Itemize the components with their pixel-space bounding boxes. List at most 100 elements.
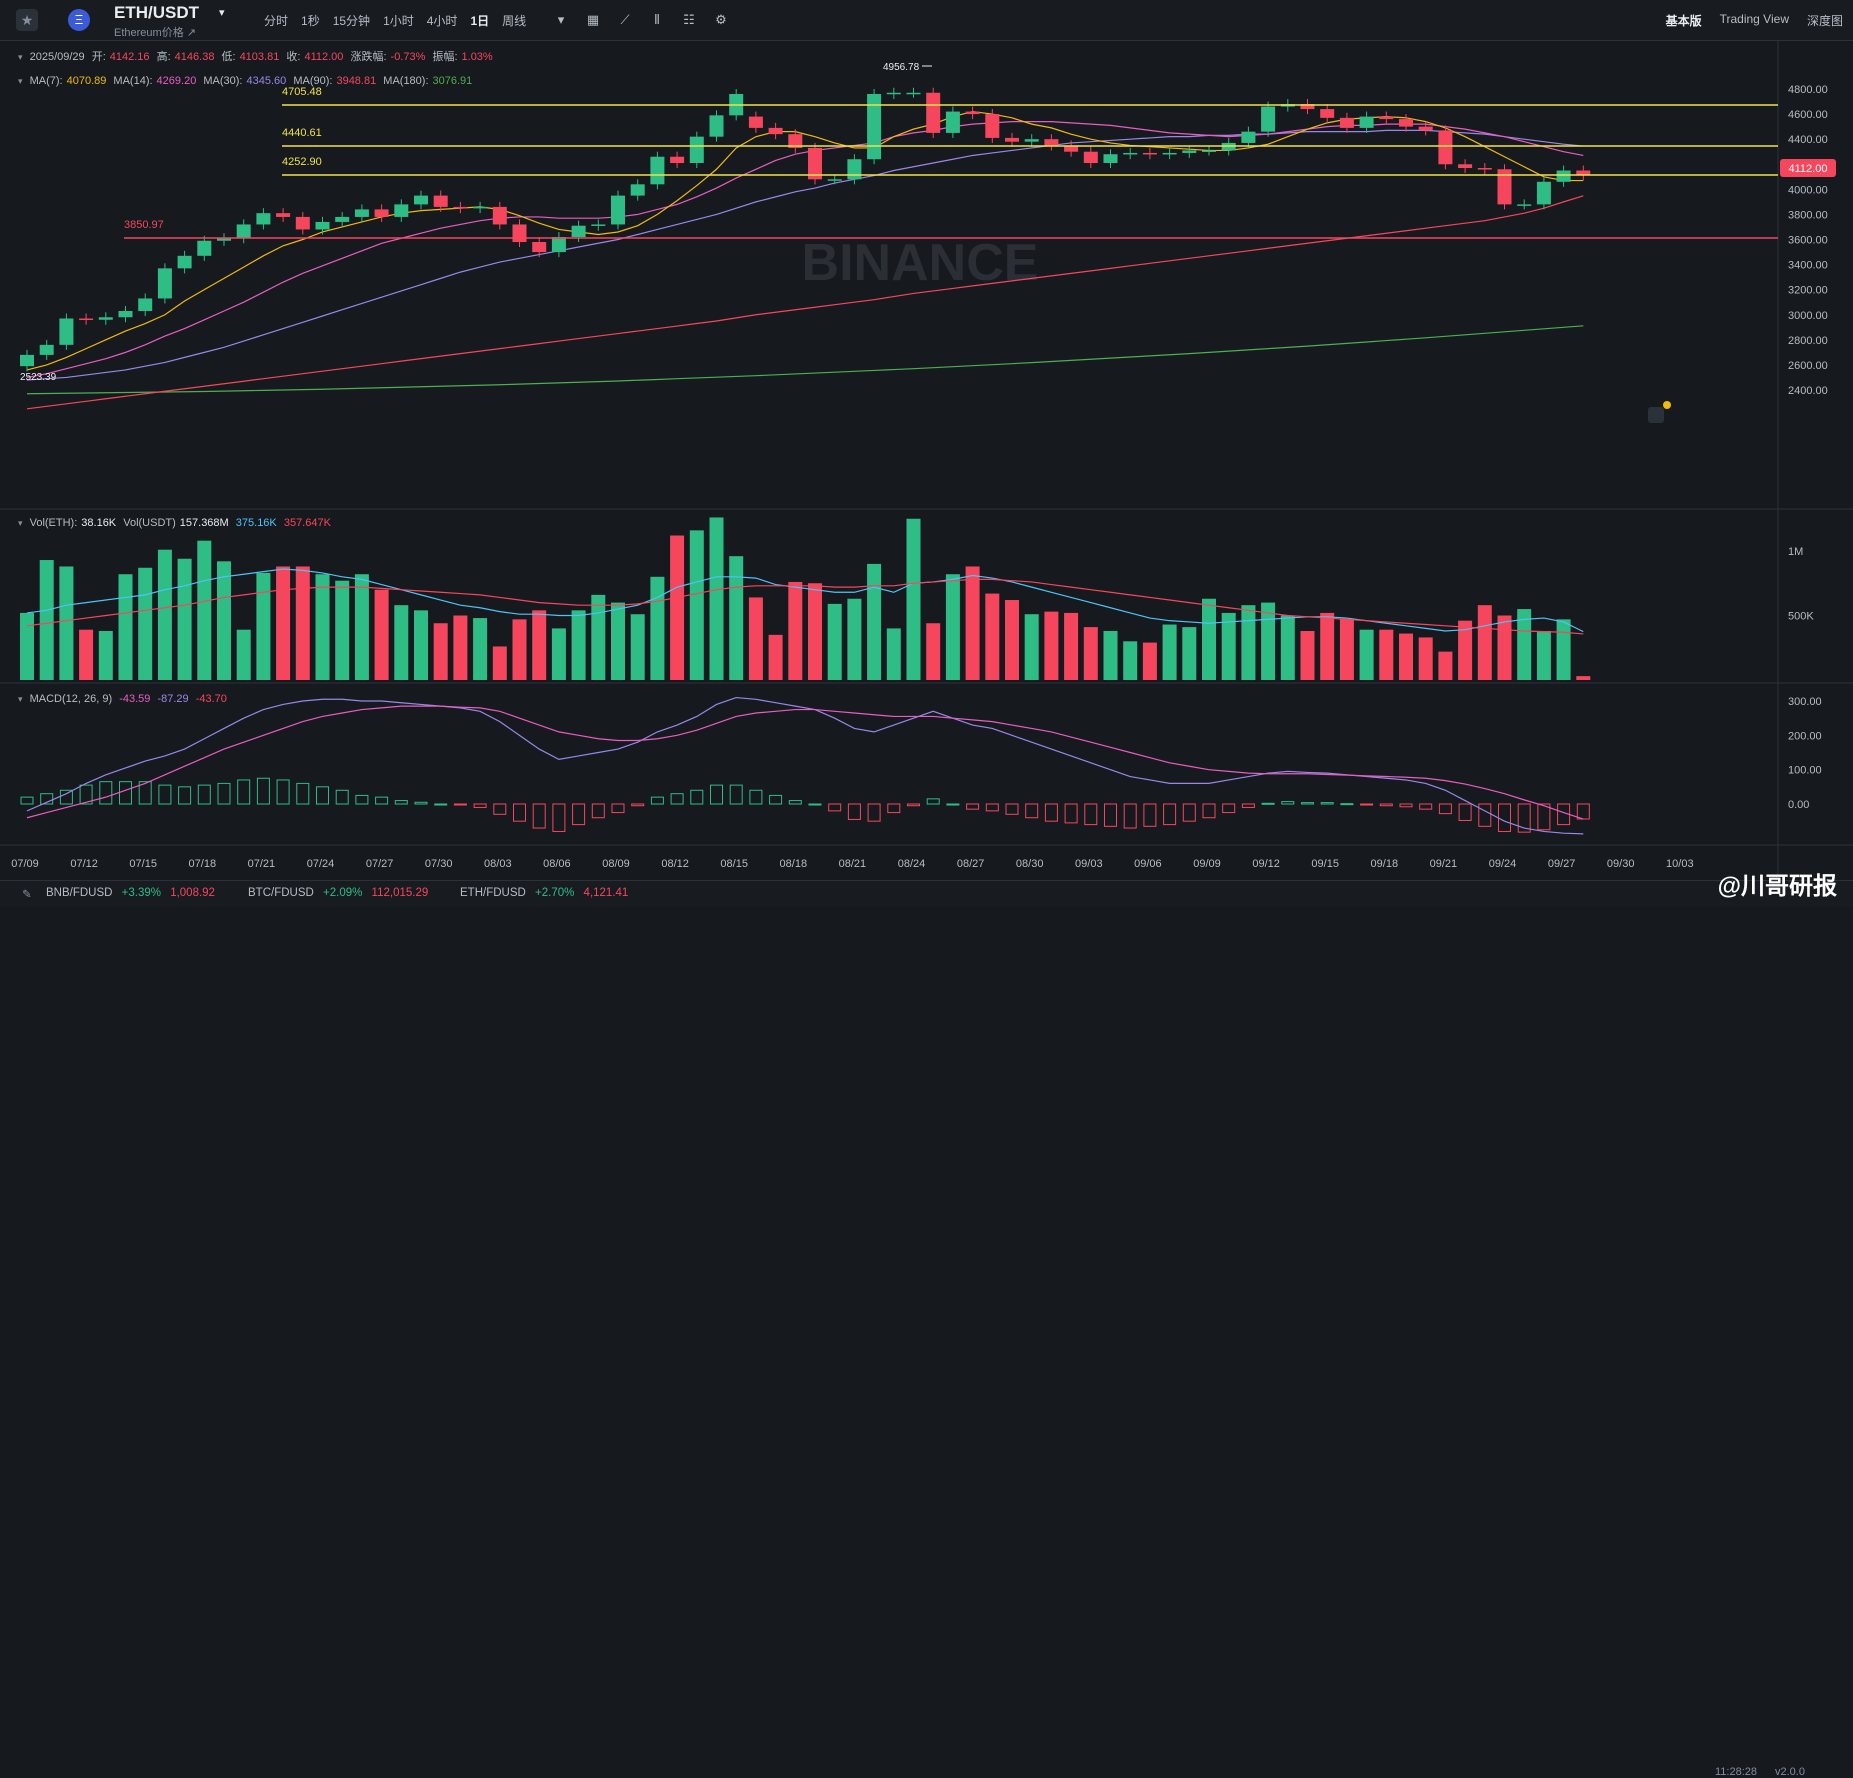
layout-icon[interactable]: ☷: [683, 12, 695, 27]
price-tick-label: 4800.00: [1788, 84, 1828, 96]
candle-body: [1339, 117, 1354, 128]
price-chart[interactable]: BINANCE 4705.48 4440.61 4252.90 3850.97 …: [0, 40, 1853, 880]
edit-pencil-icon[interactable]: ✎: [22, 889, 32, 901]
macd-histogram-bar: [1163, 803, 1177, 826]
macd-histogram-bar: [414, 801, 428, 805]
tab-interval-4h[interactable]: 4小时: [426, 14, 458, 28]
volume-bar: [788, 581, 803, 680]
collapse-chevron-icon[interactable]: ▾: [18, 518, 23, 528]
alert-icon[interactable]: [1648, 401, 1671, 423]
volume-bar: [729, 556, 744, 680]
macd-histogram-bar: [40, 793, 54, 805]
coin-fullname-link[interactable]: Ethereum价格 ↗: [114, 27, 196, 39]
candle-body: [1556, 170, 1571, 182]
candle-body: [1182, 150, 1197, 153]
symbol-dropdown-icon[interactable]: ▾: [219, 7, 225, 19]
volume-bar: [926, 623, 941, 680]
volume-bar: [512, 619, 527, 680]
ma7-label: MA(7):: [29, 75, 63, 87]
low-label: 低:: [221, 51, 236, 63]
candle-body: [551, 236, 566, 253]
date-tick-label: 08/18: [780, 858, 808, 870]
date-tick-label: 09/18: [1371, 858, 1399, 870]
ma14-value: 4269.20: [156, 75, 197, 87]
symbol-title[interactable]: ETH/USDT: [114, 3, 199, 22]
volume-bar: [1576, 676, 1591, 680]
candle-body: [1123, 152, 1138, 155]
view-depth-tab[interactable]: 深度图: [1806, 14, 1843, 28]
collapse-chevron-icon[interactable]: ▾: [18, 52, 23, 62]
candle-type-icon[interactable]: ⫴: [654, 12, 660, 27]
view-tradingview-tab[interactable]: Trading View: [1719, 12, 1789, 26]
macd-histogram-bar: [1478, 803, 1492, 827]
macd-histogram-bar: [1498, 803, 1511, 832]
close-value: 4112.00: [304, 51, 344, 63]
candle-body: [1241, 131, 1256, 143]
macd-histogram-bar: [197, 784, 211, 805]
date-tick-label: 08/03: [484, 858, 512, 870]
macd-dea-line: [26, 705, 1584, 820]
more-intervals-chevron-icon[interactable]: ▾: [557, 12, 565, 27]
volume-bar: [295, 566, 310, 680]
candle-body: [236, 224, 251, 239]
candle-body: [453, 206, 468, 209]
low-value: 4103.81: [239, 51, 280, 63]
macd-histogram-bar: [99, 781, 113, 805]
level-label-4705: 4705.48: [282, 86, 322, 98]
volume-bar: [827, 603, 842, 680]
macd-tick-label: 200.00: [1788, 730, 1822, 742]
macd-histogram-bar: [631, 803, 645, 807]
candle-body: [59, 318, 74, 345]
volume-bar: [217, 561, 231, 680]
volume-bar: [1024, 614, 1039, 680]
settings-gear-icon[interactable]: ⚙: [715, 12, 727, 27]
interval-tabs: 分时 1秒 15分钟 1小时 4小时 1日 周线: [264, 12, 539, 29]
date-tick-label: 07/15: [129, 858, 157, 870]
volume-bar: [748, 597, 763, 680]
favorite-star-icon[interactable]: ★: [16, 9, 38, 31]
candle-body: [394, 204, 409, 217]
volume-bar: [1142, 642, 1157, 680]
tab-interval-1w[interactable]: 周线: [502, 14, 527, 28]
candle-body: [1005, 137, 1019, 142]
volume-bar: [1202, 598, 1216, 680]
tab-interval-line[interactable]: 分时: [264, 14, 289, 28]
collapse-chevron-icon[interactable]: ▾: [18, 694, 23, 704]
date-tick-label: 07/21: [248, 858, 276, 870]
macd-histogram-bar: [552, 803, 566, 832]
candle-body: [1261, 106, 1276, 132]
ma30-label: MA(30):: [203, 75, 243, 87]
ma-info-line: ▾ MA(7): 4070.89 MA(14): 4269.20 MA(30): 43…: [18, 75, 476, 87]
collapse-chevron-icon[interactable]: ▾: [18, 76, 23, 86]
macd-histogram-bar: [1084, 803, 1098, 826]
volume-bar: [1536, 630, 1551, 680]
tab-interval-1s[interactable]: 1秒: [301, 14, 320, 28]
tab-interval-1h[interactable]: 1小时: [383, 14, 414, 28]
volume-bar: [630, 614, 645, 680]
candlestick-series: [20, 87, 1591, 372]
view-basic-tab[interactable]: 基本版: [1665, 14, 1702, 28]
ohlc-date: 2025/09/29: [29, 51, 85, 63]
macd-histogram-bar: [946, 803, 960, 806]
tab-interval-1d[interactable]: 1日: [470, 14, 490, 28]
ticker-bnb[interactable]: BNB/FDUSD +3.39% 1,008.92: [46, 887, 221, 899]
candle-body: [295, 216, 310, 230]
volume-bar: [847, 598, 862, 680]
volume-bar: [453, 615, 468, 680]
macd-histogram-bar: [1123, 803, 1137, 829]
volume-info-line: ▾ Vol(ETH): 38.16K Vol(USDT) 157.368M 375.…: [18, 517, 335, 529]
drawing-tools-icon[interactable]: ⟋: [620, 12, 630, 27]
ticker-btc[interactable]: BTC/FDUSD +2.09% 112,015.29: [248, 887, 434, 899]
volume-bar: [1123, 641, 1138, 680]
binance-watermark: BINANCE: [802, 234, 1039, 292]
date-tick-label: 07/24: [307, 858, 335, 870]
macd-histogram-bar: [453, 803, 467, 806]
tab-interval-15m[interactable]: 15分钟: [332, 14, 371, 28]
price-tick-label: 3200.00: [1788, 285, 1828, 297]
indicators-icon[interactable]: ▦: [586, 12, 600, 27]
candle-body: [98, 317, 113, 320]
ticker-eth[interactable]: ETH/FDUSD +2.70% 4,121.41: [460, 887, 634, 899]
candle-body: [748, 116, 763, 128]
eth-coin-icon: Ξ: [68, 9, 90, 31]
volume-bar: [1083, 627, 1098, 680]
